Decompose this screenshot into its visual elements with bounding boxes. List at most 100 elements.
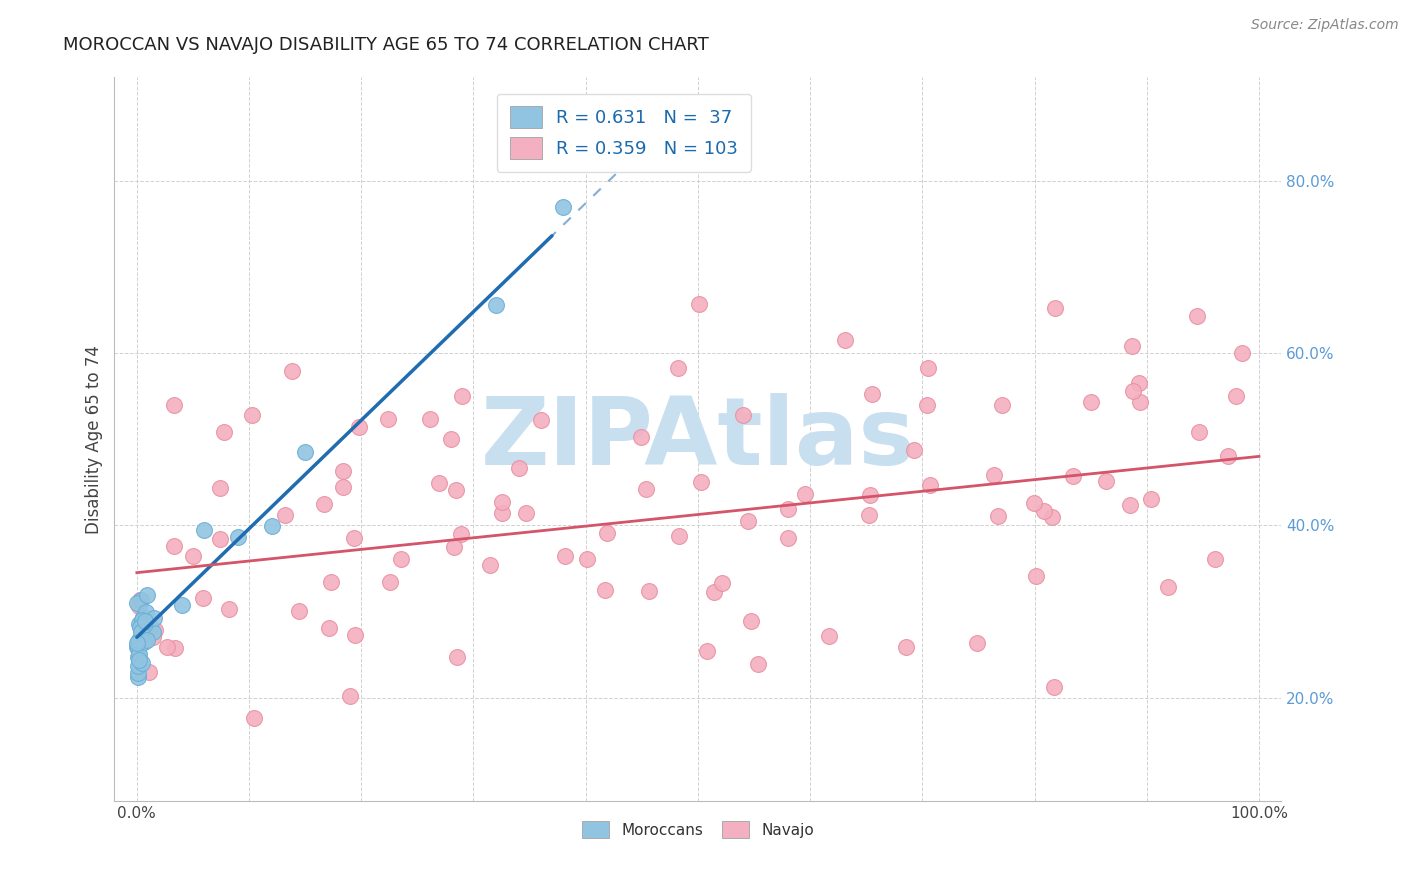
Point [128, 617, 150, 632]
Point [156, 640, 179, 654]
Point [834, 333, 856, 347]
Point [778, 531, 800, 545]
Point [260, 518, 283, 533]
Point [135, 605, 157, 619]
Point [312, 497, 335, 511]
Point [858, 508, 880, 522]
Point [1095, 474, 1118, 488]
Point [443, 540, 465, 554]
Point [132, 635, 155, 649]
Point [163, 641, 186, 656]
Point [446, 650, 468, 665]
Point [793, 487, 815, 501]
Point [917, 360, 939, 375]
Point [530, 412, 553, 426]
Point [129, 593, 152, 607]
Point [208, 481, 231, 495]
Point [859, 488, 882, 502]
Point [143, 610, 166, 624]
Point [127, 636, 149, 650]
Point [1139, 492, 1161, 507]
Point [666, 360, 689, 375]
Point [218, 601, 240, 615]
Point [127, 641, 149, 656]
Point [696, 644, 718, 658]
Point [128, 633, 150, 648]
Point [128, 592, 150, 607]
Point [491, 507, 513, 521]
Point [1218, 450, 1240, 464]
Point [966, 636, 988, 650]
Point [446, 483, 468, 498]
Point [128, 652, 150, 666]
Point [1033, 504, 1056, 518]
Point [127, 659, 149, 673]
Point [703, 584, 725, 599]
Point [903, 442, 925, 457]
Point [986, 508, 1008, 523]
Point [127, 666, 149, 681]
Point [128, 647, 150, 661]
Point [1188, 425, 1211, 440]
Point [131, 656, 153, 670]
Point [242, 711, 264, 725]
Point [894, 640, 917, 654]
Point [1187, 310, 1209, 324]
Point [451, 389, 474, 403]
Text: MOROCCAN VS NAVAJO DISABILITY AGE 65 TO 74 CORRELATION CHART: MOROCCAN VS NAVAJO DISABILITY AGE 65 TO … [63, 36, 709, 54]
Point [515, 506, 537, 520]
Point [440, 432, 463, 446]
Point [142, 624, 165, 639]
Point [637, 584, 659, 599]
Point [478, 558, 501, 573]
Point [1129, 394, 1152, 409]
Point [287, 604, 309, 618]
Point [747, 657, 769, 671]
Text: Source: ZipAtlas.com: Source: ZipAtlas.com [1251, 18, 1399, 32]
Point [183, 549, 205, 563]
Point [319, 574, 342, 589]
Point [1062, 468, 1084, 483]
Point [554, 549, 576, 563]
Point [332, 480, 354, 494]
Point [127, 634, 149, 648]
Point [274, 508, 297, 523]
Point [131, 613, 153, 627]
Point [127, 634, 149, 648]
Point [162, 398, 184, 412]
Point [191, 591, 214, 606]
Point [136, 588, 159, 602]
Point [688, 297, 710, 311]
Point [1040, 510, 1063, 524]
Point [127, 650, 149, 665]
Y-axis label: Disability Age 65 to 74: Disability Age 65 to 74 [86, 344, 103, 533]
Point [1225, 389, 1247, 403]
Point [419, 411, 441, 425]
Point [294, 444, 316, 458]
Point [127, 596, 149, 610]
Point [983, 468, 1005, 483]
Point [343, 531, 366, 545]
Point [593, 583, 616, 598]
Point [129, 636, 152, 650]
Point [378, 575, 401, 590]
Point [143, 623, 166, 637]
Point [1042, 680, 1064, 694]
Point [636, 482, 658, 496]
Point [485, 298, 508, 312]
Point [690, 475, 713, 489]
Point [1122, 384, 1144, 399]
Point [240, 408, 263, 422]
Point [138, 665, 160, 679]
Point [129, 624, 152, 639]
Point [991, 399, 1014, 413]
Legend: Moroccans, Navajo: Moroccans, Navajo [575, 815, 820, 844]
Point [163, 539, 186, 553]
Point [450, 526, 472, 541]
Point [142, 631, 165, 645]
Point [740, 615, 762, 629]
Point [491, 495, 513, 509]
Point [860, 387, 883, 401]
Point [170, 599, 193, 613]
Point [1080, 395, 1102, 409]
